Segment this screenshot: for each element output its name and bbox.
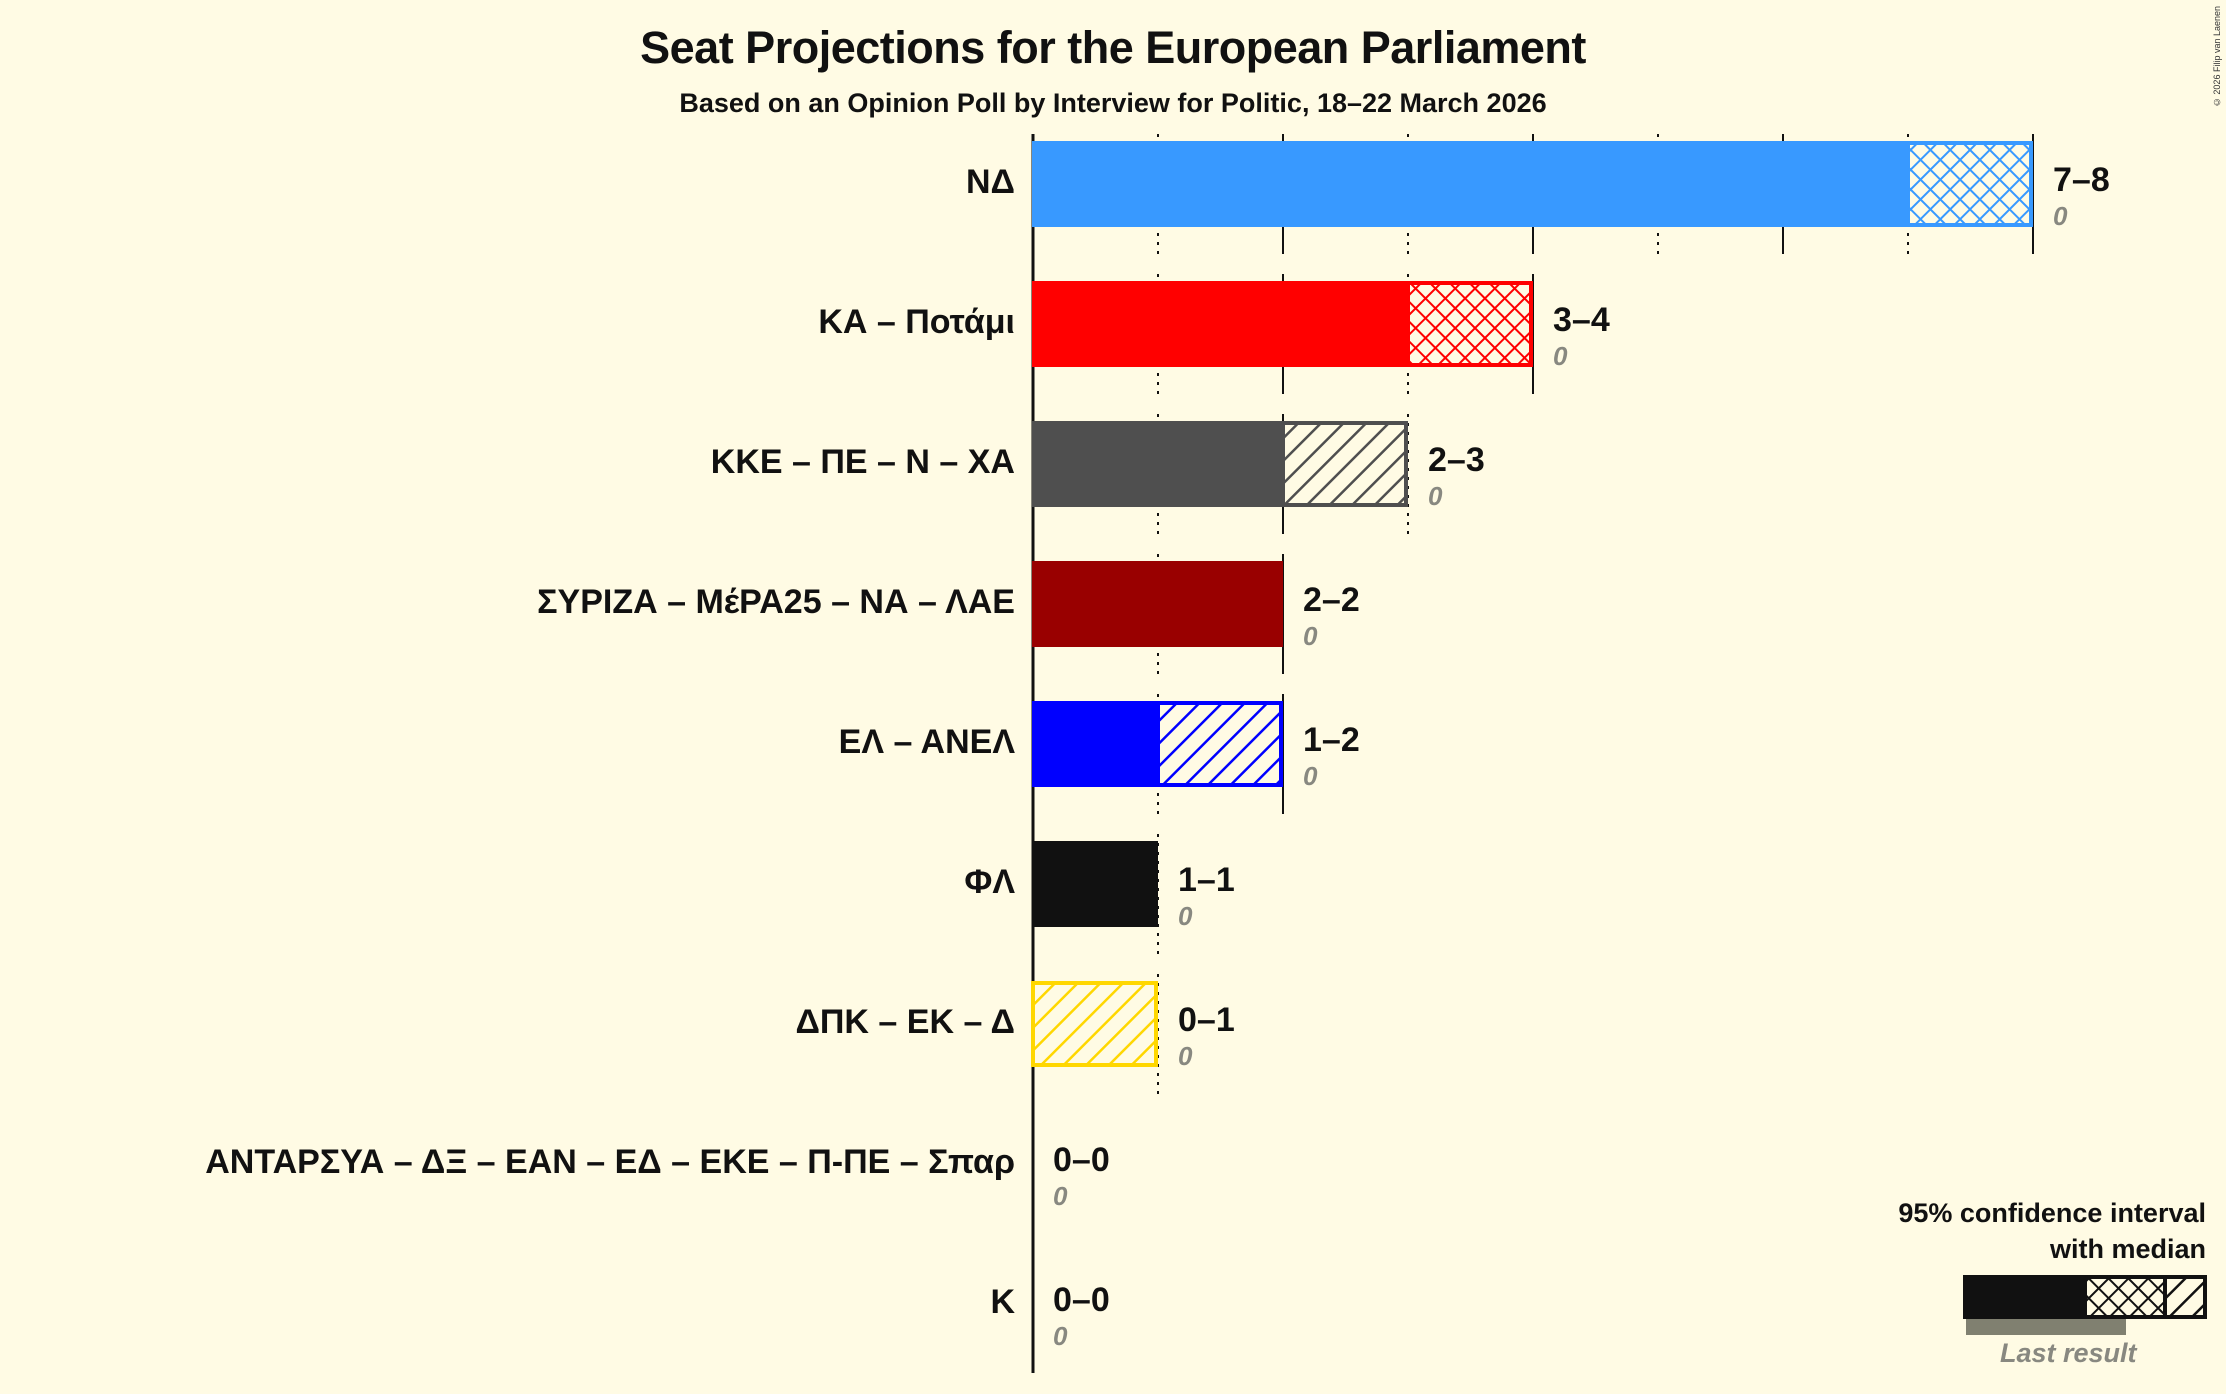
bar-ci-to-median: [1906, 141, 2033, 227]
last-result-label: 0: [1178, 1041, 1193, 1071]
range-label: 0–0: [1053, 1141, 1110, 1179]
party-label: ΑΝΤΑΡΣΥΑ – ΔΞ – ΕΑΝ – ΕΔ – ΕΚΕ – Π-ΠΕ – …: [205, 1143, 1015, 1181]
party-label: ΕΛ – ΑΝΕΛ: [838, 723, 1015, 761]
bar-median-to-high: [1281, 421, 1408, 507]
bar-ci-to-median: [1406, 281, 1533, 367]
legend-last-result-bar: [1966, 1318, 2126, 1335]
bar-row: [1032, 281, 1533, 367]
bar-solid: [1032, 841, 1158, 927]
chart-subtitle: Based on an Opinion Poll by Interview fo…: [679, 88, 1547, 118]
legend-title: 95% confidence interval with median: [1806, 1195, 2206, 1267]
legend-title-line1: 95% confidence interval: [1898, 1198, 2206, 1228]
bar-median-to-high: [1156, 701, 1283, 787]
range-label: 1–2: [1303, 721, 1360, 759]
legend-last-result-label: Last result: [2000, 1338, 2137, 1368]
legend-title-line2: with median: [2049, 1234, 2206, 1264]
party-label: ΝΔ: [966, 163, 1015, 201]
last-result-label: 0: [1303, 761, 1318, 791]
bar-solid: [1032, 421, 1283, 507]
bar-median-to-high: [1031, 981, 1158, 1067]
bar-row: [1032, 141, 2033, 227]
party-label: ΚΚΕ – ΠΕ – Ν – ΧΑ: [710, 443, 1015, 481]
range-label: 2–2: [1303, 581, 1360, 619]
last-result-label: 0: [1053, 1181, 1068, 1211]
range-label: 1–1: [1178, 861, 1235, 899]
bar-solid: [1032, 281, 1408, 367]
chart-title: Seat Projections for the European Parlia…: [640, 22, 1586, 73]
last-result-label: 0: [1303, 621, 1318, 651]
bar-solid: [1032, 561, 1283, 647]
last-result-label: 0: [1553, 341, 1568, 371]
legend-crosshatch: [2083, 1275, 2167, 1319]
legend-solid: [1963, 1275, 2085, 1319]
party-label: ΚΑ – Ποτάμι: [818, 303, 1015, 341]
last-result-label: 0: [1178, 901, 1193, 931]
range-label: 2–3: [1428, 441, 1485, 479]
bar-row: [1031, 981, 1158, 1067]
bar-row: [1032, 701, 1283, 787]
range-label: 7–8: [2053, 161, 2110, 199]
last-result-label: 0: [1053, 1321, 1068, 1351]
party-label: ΦΛ: [964, 863, 1015, 901]
bars-group: [1031, 141, 2033, 1067]
bar-row: [1032, 841, 1158, 927]
legend-hatch: [2163, 1275, 2207, 1319]
party-label: Κ: [990, 1283, 1015, 1321]
last-result-label: 0: [1428, 481, 1443, 511]
range-label: 0–0: [1053, 1281, 1110, 1319]
party-label: ΔΠΚ – ΕΚ – Δ: [795, 1003, 1015, 1041]
bar-row: [1032, 421, 1408, 507]
bar-row: [1032, 561, 1283, 647]
party-label: ΣΥΡΙΖΑ – ΜέΡΑ25 – ΝΑ – ΛΑΕ: [537, 583, 1015, 621]
bar-solid: [1032, 141, 1908, 227]
legend-swatch: [1963, 1275, 2207, 1335]
bar-solid: [1032, 701, 1158, 787]
last-result-label: 0: [2053, 201, 2068, 231]
range-label: 3–4: [1553, 301, 1610, 339]
range-label: 0–1: [1178, 1001, 1235, 1039]
